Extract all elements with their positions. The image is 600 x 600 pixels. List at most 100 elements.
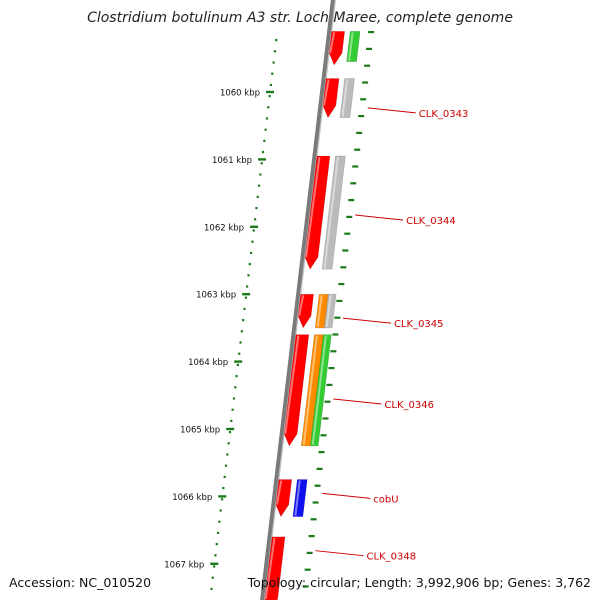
ruler-dot (238, 352, 241, 355)
track-dash (312, 501, 319, 504)
track-dash (326, 383, 333, 386)
track-dash (316, 467, 323, 470)
accession-label: Accession: NC_010520 (9, 575, 152, 590)
track-dash (322, 417, 329, 420)
ruler-dot (265, 117, 269, 120)
ruler-label: 1065 kbp (180, 426, 220, 436)
ruler-dot (219, 509, 222, 512)
gene-label: CLK_0344 (406, 216, 456, 227)
ruler-dot (271, 72, 274, 75)
track-dash (348, 199, 355, 202)
ruler-dot (257, 184, 261, 187)
feature-highlight (294, 480, 301, 516)
gene-leader-line (333, 398, 382, 405)
ruler-dot (235, 375, 238, 378)
track-dash (338, 283, 345, 286)
genome-backbone (260, 0, 335, 600)
ruler-dot (214, 554, 217, 557)
feature-highlight (275, 480, 283, 505)
feature-highlight (305, 156, 321, 258)
ruler-dot (268, 95, 271, 98)
ruler-label: 1064 kbp (188, 358, 228, 368)
ruler-dot (259, 173, 262, 176)
track-dash (356, 131, 363, 134)
track-dash (362, 81, 369, 84)
feature-gene2 (323, 293, 337, 329)
ruler-dot (210, 587, 213, 590)
ruler-label: 1061 kbp (212, 156, 252, 166)
ruler-dot (230, 419, 233, 422)
track-dash (344, 232, 351, 235)
gene-label: CLK_0343 (419, 109, 469, 120)
ruler-dot (260, 162, 263, 165)
ruler-dot (273, 50, 277, 53)
ruler-dot (240, 330, 243, 333)
ruler-dot (267, 106, 270, 109)
ruler-dot (226, 453, 229, 456)
ruler-dot (232, 397, 236, 400)
track-dash (314, 484, 321, 487)
ruler-dot (244, 296, 247, 299)
ruler-dot (275, 39, 278, 42)
gene-leader-line (315, 550, 364, 557)
gene-leader-line (342, 317, 392, 324)
gene-leader-line (367, 107, 416, 114)
ruler-dot (264, 128, 267, 131)
track-dash (334, 316, 341, 319)
feature-gene (321, 155, 346, 270)
ruler-dot (213, 565, 216, 568)
track-dash (320, 434, 327, 437)
feature-highlight (302, 335, 318, 445)
track-dash (354, 148, 361, 151)
ruler-dot (246, 285, 249, 288)
ruler-dot (248, 263, 251, 266)
track-dash (336, 299, 343, 302)
track-dash (368, 31, 375, 34)
feature-cds (275, 479, 293, 518)
ruler-dot (272, 61, 275, 64)
ruler-dot (247, 274, 250, 277)
ruler-dot (215, 543, 218, 546)
ruler-dot (236, 363, 240, 366)
ruler-dot (211, 576, 214, 579)
track-dash (330, 350, 337, 353)
track-dash (346, 215, 353, 218)
feature-gene (292, 479, 308, 517)
feature-cds (264, 536, 286, 600)
map-title: Clostridium botulinum A3 str. Loch Maree… (87, 10, 513, 26)
ruler-dot (239, 341, 242, 344)
feature-highlight (264, 537, 276, 600)
feature-highlight (329, 32, 336, 54)
track-dash (332, 333, 339, 336)
ruler-dot (243, 307, 246, 310)
ruler-dot (234, 386, 237, 389)
ruler-dot (251, 240, 254, 243)
feature-highlight (341, 79, 349, 117)
ruler-dot (224, 464, 228, 467)
ruler-dot (223, 475, 226, 478)
ruler-label: 1062 kbp (204, 223, 244, 233)
feature-cds (297, 293, 314, 329)
track-dash (328, 367, 335, 370)
track-dash (308, 535, 315, 538)
ruler-dot (256, 195, 259, 198)
ruler-dot (252, 229, 255, 232)
track-dash (360, 98, 367, 101)
track-dash (324, 400, 331, 403)
ruler-dot (261, 151, 265, 154)
feature-cds (322, 78, 340, 119)
gene-leader-line (322, 492, 371, 499)
gene-leader-line (355, 214, 404, 221)
ruler-label: 1060 kbp (220, 89, 260, 99)
ruler-dot (231, 408, 234, 411)
feature-cds (304, 155, 331, 270)
ruler-dot (227, 442, 230, 445)
track-dash (342, 249, 349, 252)
topology-summary: Topology: circular; Length: 3,992,906 bp… (247, 575, 591, 590)
ruler-dot (250, 251, 253, 254)
ruler-dot (242, 319, 245, 322)
ruler-dot (228, 431, 232, 434)
ruler-label: 1067 kbp (164, 560, 204, 570)
ruler-dot (263, 139, 266, 142)
